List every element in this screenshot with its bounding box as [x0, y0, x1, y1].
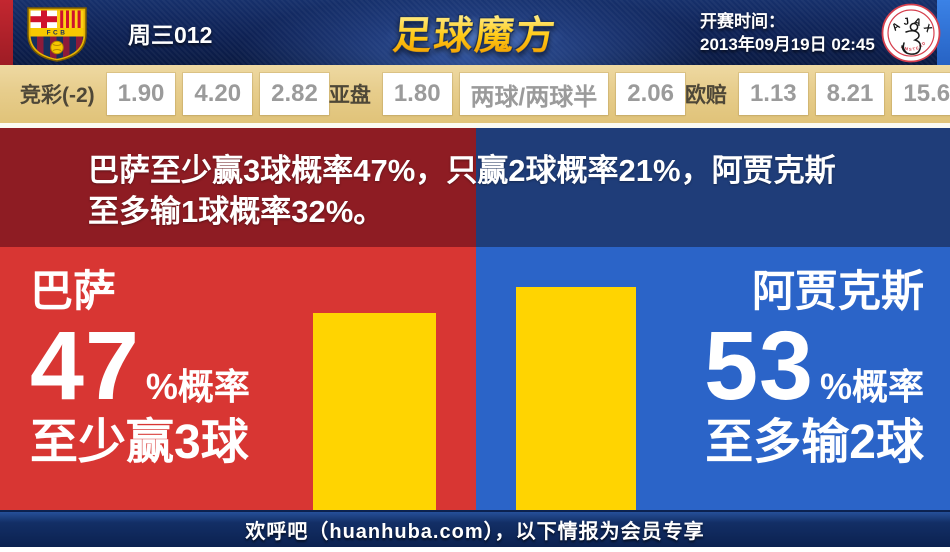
kickoff-info: 开赛时间： 2013年09月19日 02:45 [700, 10, 875, 56]
match-code: 周三012 [128, 21, 213, 48]
home-probability-bar [313, 313, 436, 510]
ajax-crest-icon: AJAX AMSTERDAM [879, 0, 941, 63]
site-logo[interactable]: 足球魔方 [355, 0, 595, 65]
yapan-handicap[interactable]: 两球/两球半 [459, 73, 609, 115]
jingcai-home-odds[interactable]: 1.90 [106, 73, 176, 115]
away-probability-bar [516, 287, 636, 510]
yapan-home-odds[interactable]: 1.80 [382, 73, 452, 115]
oupei-draw-odds[interactable]: 8.21 [815, 73, 885, 115]
home-percent-row: 47 %概率 [30, 317, 250, 414]
oupei-label: 欧赔 [684, 84, 727, 107]
jingcai-label: 竞彩(-2) [20, 84, 95, 107]
header-bar: FCB 周三012 足球魔方 开赛时间： 2013年09月19日 02:45 [0, 0, 950, 65]
footer-bar: 欢呼吧（huanhuba.com），以下情报为会员专享 [0, 510, 950, 547]
away-percent-suffix: %概率 [819, 366, 924, 408]
summary-line-2: 至多输1球概率32%。 [88, 194, 385, 229]
away-panel: 阿贾克斯 53 %概率 至多输2球 [704, 268, 924, 470]
jingcai-draw-odds[interactable]: 4.20 [183, 73, 253, 115]
summary-away-background [476, 128, 950, 247]
kickoff-label: 开赛时间： [700, 12, 785, 31]
oupei-away-odds[interactable]: 15.61 [892, 73, 950, 115]
away-caption: 至多输2球 [705, 416, 924, 470]
jingcai-away-odds[interactable]: 2.82 [260, 73, 329, 115]
away-team-name: 阿贾克斯 [752, 268, 924, 316]
panel-band: 巴萨 47 %概率 至少赢3球 阿贾克斯 53 %概率 至多输2球 [0, 247, 950, 510]
odds-group-jingcai: 竞彩(-2) 1.90 4.20 2.82 [20, 73, 329, 115]
home-edge-stripe [0, 0, 13, 65]
home-caption: 至少赢3球 [30, 416, 249, 470]
footer-text: 欢呼吧（huanhuba.com），以下情报为会员专享 [245, 521, 705, 543]
home-percent-value: 47 [30, 311, 140, 421]
fcb-crest-text: FCB [47, 30, 68, 37]
yapan-label: 亚盘 [328, 84, 371, 107]
away-percent-value: 53 [704, 311, 814, 421]
away-percent-row: 53 %概率 [704, 317, 924, 414]
home-percent-suffix: %概率 [145, 366, 250, 408]
oupei-home-odds[interactable]: 1.13 [738, 73, 808, 115]
odds-group-oupei: 欧赔 1.13 8.21 15.61 [685, 73, 950, 115]
site-logo-text: 足球魔方 [391, 5, 560, 61]
barcelona-crest-icon: FCB [26, 6, 88, 62]
home-team-name: 巴萨 [30, 268, 116, 316]
away-edge-stripe [937, 0, 950, 65]
odds-bar: 竞彩(-2) 1.90 4.20 2.82 亚盘 1.80 两球/两球半 2.0… [0, 65, 950, 128]
probability-infographic: 巴萨至少赢3球概率47%，只赢2球概率21%，阿贾克斯 至多输1球概率32%。 … [0, 128, 950, 510]
yapan-away-odds[interactable]: 2.06 [616, 73, 685, 115]
summary-line-1: 巴萨至少赢3球概率47%，只赢2球概率21%，阿贾克斯 [88, 153, 836, 188]
probability-summary: 巴萨至少赢3球概率47%，只赢2球概率21%，阿贾克斯 至多输1球概率32%。 [88, 150, 888, 232]
home-panel: 巴萨 47 %概率 至少赢3球 [30, 268, 250, 470]
odds-group-yapan: 亚盘 1.80 两球/两球半 2.06 [329, 73, 685, 115]
summary-home-background [0, 128, 476, 247]
summary-band: 巴萨至少赢3球概率47%，只赢2球概率21%，阿贾克斯 至多输1球概率32%。 [0, 128, 950, 247]
kickoff-time: 2013年09月19日 02:45 [700, 35, 875, 54]
logo-glow [355, 0, 595, 65]
